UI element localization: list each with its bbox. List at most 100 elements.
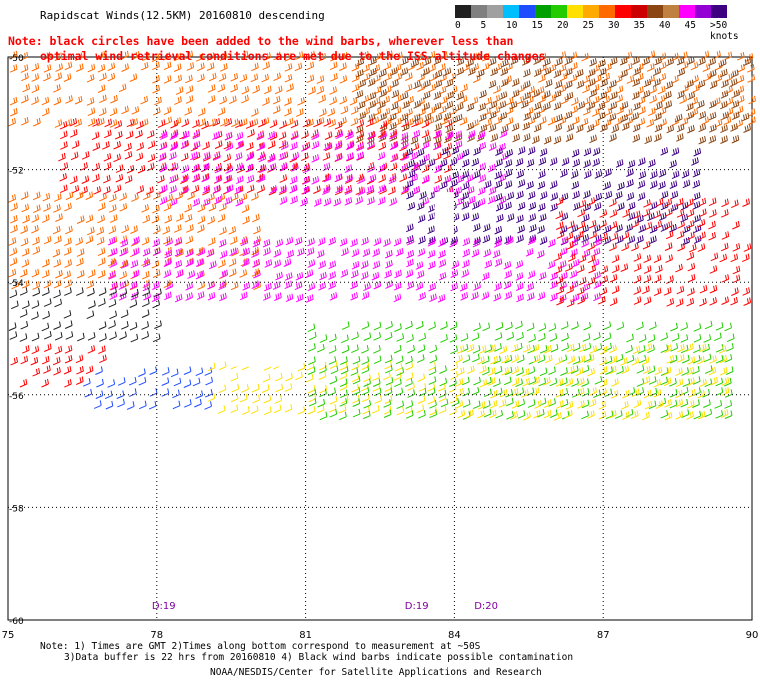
wind-barb (379, 186, 387, 195)
wind-barb (394, 94, 402, 104)
wind-barb (697, 410, 706, 420)
wind-barb (560, 367, 568, 376)
wind-barb (549, 180, 558, 189)
wind-barb (278, 152, 287, 161)
wind-barb (217, 107, 226, 116)
wind-barb (97, 269, 106, 279)
wind-barb (378, 141, 387, 151)
wind-barb (526, 158, 535, 168)
wind-barb (108, 320, 116, 329)
wind-barb (675, 367, 683, 377)
wind-barb (21, 94, 29, 104)
wind-barb (307, 384, 316, 394)
x-tick-label: 81 (299, 630, 312, 641)
wind-barb (416, 201, 425, 211)
wind-barb (576, 230, 584, 240)
wind-barb (164, 246, 173, 256)
wind-barb (559, 247, 568, 256)
wind-barb (703, 399, 711, 408)
wind-barb (440, 398, 449, 408)
wind-barb (531, 344, 540, 353)
wind-barb (411, 142, 420, 152)
wind-barb (669, 399, 678, 409)
wind-barb (429, 406, 438, 416)
wind-barb (98, 298, 106, 307)
wind-barb (604, 342, 612, 352)
wind-barb (633, 286, 642, 295)
wind-barb (181, 118, 190, 128)
wind-barb (556, 286, 565, 295)
wind-barb (490, 390, 498, 399)
wind-barb (653, 287, 662, 297)
wind-barb (483, 107, 491, 117)
wind-barb (495, 202, 504, 212)
wind-barb (368, 100, 377, 109)
wind-barb (384, 383, 393, 392)
wind-barb (213, 152, 221, 161)
wind-barb (587, 367, 595, 377)
wind-barb (307, 237, 315, 247)
wind-barb (583, 321, 591, 331)
wind-barb (235, 162, 244, 172)
wind-barb (627, 201, 636, 211)
wind-barb (539, 148, 548, 157)
wind-barb (207, 292, 216, 301)
wind-barb (712, 97, 721, 106)
wind-barb (721, 377, 730, 386)
wind-barb (297, 406, 306, 415)
wind-barb (378, 100, 386, 109)
wind-barb (413, 100, 421, 109)
wind-barb (434, 175, 443, 184)
wind-barb (565, 401, 574, 410)
wind-barb (642, 285, 650, 295)
wind-barb (224, 196, 233, 206)
wind-barb (505, 117, 514, 126)
wind-barb (87, 118, 96, 127)
wind-barb (638, 106, 646, 115)
wind-barb (88, 269, 96, 278)
wind-barb (224, 131, 233, 141)
wind-barb (506, 191, 515, 201)
wind-barb (589, 230, 597, 240)
wind-barb (239, 247, 247, 257)
wind-barb (119, 288, 128, 297)
wind-barb (538, 333, 546, 342)
wind-barb (583, 147, 592, 157)
wind-barb (114, 120, 123, 129)
wind-barb (675, 263, 683, 273)
wind-barb (121, 105, 129, 115)
wind-barb (708, 366, 717, 376)
wind-barb (358, 111, 367, 121)
wind-barb (587, 410, 595, 419)
wind-barb (450, 179, 458, 188)
wind-barb (159, 141, 167, 151)
wind-barb (195, 270, 204, 280)
wind-barb (576, 264, 585, 274)
wind-barb (20, 355, 29, 365)
wind-barb (74, 118, 82, 128)
wind-barb (528, 213, 537, 222)
wind-barb (400, 91, 409, 101)
wind-barb (86, 280, 95, 289)
wind-barb (405, 372, 414, 381)
wind-barb (161, 377, 170, 386)
wind-barb (404, 83, 413, 93)
wind-barb (263, 247, 271, 256)
wind-barb (649, 201, 658, 211)
wind-barb (565, 133, 574, 142)
wind-barb (445, 124, 454, 134)
wind-barb (291, 151, 300, 161)
wind-barb (273, 259, 282, 269)
wind-barb (548, 238, 556, 248)
wind-barb (308, 356, 316, 366)
wind-barb (646, 118, 655, 128)
wind-barb (11, 280, 19, 290)
wind-barb (666, 124, 675, 134)
wind-barb (170, 119, 178, 129)
wind-barb (422, 67, 430, 76)
data-void (434, 192, 455, 238)
wind-barb (163, 258, 172, 267)
wind-barb (147, 153, 156, 163)
wind-barb (482, 322, 491, 332)
wind-barb (570, 170, 579, 179)
